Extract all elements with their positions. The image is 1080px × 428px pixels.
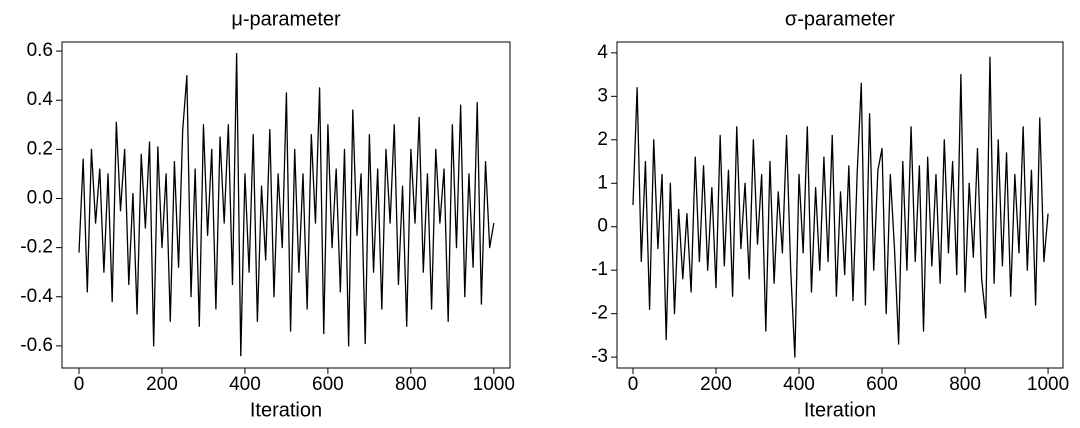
chart-title: μ-parameter bbox=[231, 8, 341, 30]
plot-frame bbox=[61, 41, 511, 369]
trace-line bbox=[78, 52, 495, 357]
x-tick-label: 1000 bbox=[473, 374, 515, 395]
x-tick-label: 200 bbox=[146, 374, 178, 395]
y-tick-label: -3 bbox=[591, 346, 608, 367]
y-tick-label: 3 bbox=[597, 85, 608, 106]
trace-line bbox=[632, 56, 1049, 358]
y-tick-label: 0.0 bbox=[27, 188, 53, 209]
y-tick-label: 1 bbox=[597, 172, 608, 193]
x-tick-label: 0 bbox=[74, 374, 85, 395]
y-tick-label: 0.6 bbox=[27, 40, 53, 61]
plot-frame bbox=[616, 41, 1064, 369]
y-tick-label: 0.2 bbox=[27, 138, 53, 159]
y-tick-label: 0.4 bbox=[27, 89, 54, 110]
y-tick-label: -0.4 bbox=[20, 286, 53, 307]
x-tick-label: 400 bbox=[229, 374, 261, 395]
x-tick-label: 1000 bbox=[1027, 374, 1069, 395]
y-tick-label: 0 bbox=[597, 216, 608, 237]
x-tick-label: 200 bbox=[700, 374, 732, 395]
x-tick-label: 800 bbox=[949, 374, 981, 395]
y-tick-label: 2 bbox=[597, 129, 608, 150]
x-tick-label: 600 bbox=[312, 374, 344, 395]
y-tick-label: -1 bbox=[591, 259, 608, 280]
y-tick-label: -2 bbox=[591, 303, 608, 324]
x-tick-label: 800 bbox=[395, 374, 427, 395]
x-axis-label: Iteration bbox=[250, 399, 322, 421]
y-tick-label: -0.6 bbox=[20, 335, 53, 356]
x-tick-label: 0 bbox=[628, 374, 639, 395]
x-tick-label: 400 bbox=[783, 374, 815, 395]
y-tick-label: -0.2 bbox=[20, 237, 53, 258]
x-axis-label: Iteration bbox=[804, 399, 876, 421]
y-tick-label: 4 bbox=[597, 42, 608, 63]
chart-title: σ-parameter bbox=[785, 8, 895, 30]
x-tick-label: 600 bbox=[866, 374, 898, 395]
